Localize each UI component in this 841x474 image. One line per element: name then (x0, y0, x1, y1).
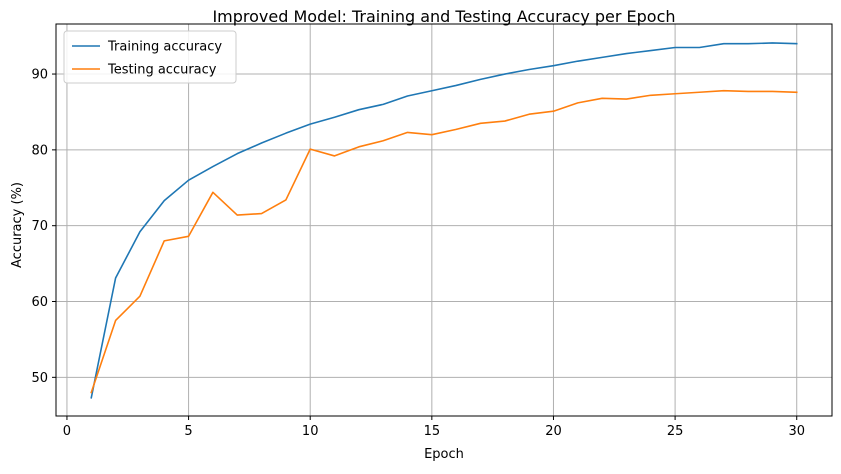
x-tick-label: 5 (184, 424, 192, 439)
tick-layer: 0 5 10 15 20 25 30 50 60 70 80 90 (31, 68, 805, 439)
x-tick-label: 15 (424, 424, 441, 439)
series-layer (90, 42, 798, 399)
x-tick-label: 10 (302, 424, 319, 439)
series-line-training (90, 42, 798, 399)
y-tick-label: 60 (31, 295, 48, 310)
y-tick-label: 70 (31, 219, 48, 234)
plot-frame (55, 23, 833, 417)
y-tick-label: 90 (31, 68, 48, 83)
legend-label: Testing accuracy (107, 63, 217, 78)
x-tick-label: 0 (63, 424, 71, 439)
y-axis-label: Accuracy (%) (10, 182, 25, 268)
series-line-testing (90, 89, 798, 394)
y-tick-label: 80 (31, 143, 48, 158)
legend-box (63, 30, 237, 84)
x-tick-label: 25 (667, 424, 684, 439)
chart-title: Improved Model: Training and Testing Acc… (212, 7, 675, 26)
legend-label: Training accuracy (107, 40, 222, 55)
x-axis-label: Epoch (424, 447, 464, 462)
y-tick-label: 50 (31, 371, 48, 386)
x-tick-label: 20 (545, 424, 562, 439)
legend: Training accuracy Testing accuracy (63, 30, 237, 84)
x-tick-label: 30 (788, 424, 805, 439)
